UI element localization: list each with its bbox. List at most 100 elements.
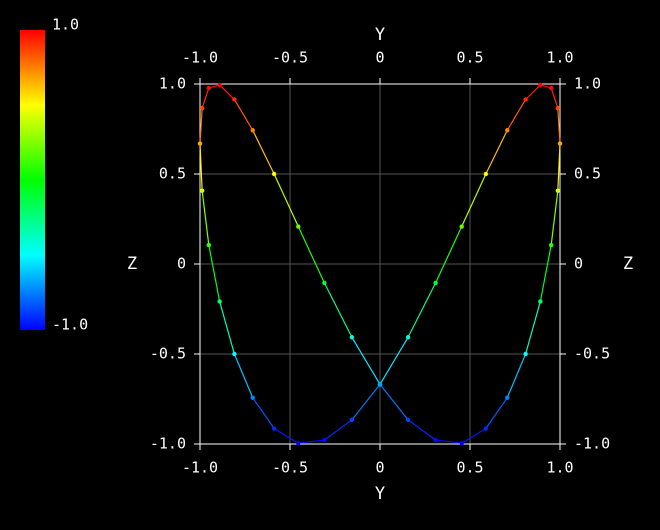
data-point: [232, 97, 237, 102]
data-point: [523, 351, 528, 357]
data-point: [548, 85, 554, 91]
x-axis-label-top: Y: [375, 25, 385, 45]
data-point: [250, 395, 255, 400]
y-tick-label-right: -1.0: [574, 435, 610, 453]
curve-segment: [435, 439, 462, 444]
curve-segment: [273, 428, 299, 444]
curve-segment: [407, 419, 436, 441]
curve-segment: [461, 428, 487, 444]
data-point: [433, 280, 438, 286]
data-point: [557, 141, 563, 146]
curve-segment: [219, 84, 235, 100]
curve-segment: [485, 397, 508, 429]
y-tick-label-right: -0.5: [574, 345, 610, 363]
data-point: [271, 171, 277, 177]
x-tick-label-top: -0.5: [272, 49, 308, 67]
curve-segment: [379, 384, 409, 421]
data-point: [405, 417, 411, 423]
curve-segment: [525, 301, 541, 355]
data-point: [217, 82, 222, 88]
y-tick-label-left: 0: [177, 255, 186, 273]
curve-segment: [351, 336, 381, 385]
plot-frame: [199, 83, 561, 445]
x-tick-label-bottom: 0: [375, 459, 384, 477]
curve-segment: [324, 419, 353, 441]
x-tick-label-top: -1.0: [182, 49, 218, 67]
data-point: [405, 335, 411, 340]
data-point: [548, 242, 554, 248]
y-tick-label-left: 0.5: [159, 165, 186, 183]
y-tick-label-right: 0.5: [574, 165, 601, 183]
data-point: [199, 105, 205, 111]
curve-segment: [506, 99, 527, 131]
data-point: [483, 426, 489, 431]
x-tick-label-bottom: 1.0: [546, 459, 573, 477]
curve-segment: [323, 282, 353, 338]
data-point: [523, 97, 528, 102]
data-point: [483, 171, 489, 177]
curve-segment: [485, 129, 508, 175]
data-point: [232, 351, 237, 357]
y-axis-label-right: Z: [623, 254, 633, 274]
colorbar: [20, 30, 45, 330]
curve-segment: [435, 226, 463, 284]
curve-segment: [539, 244, 552, 302]
curve-segment: [208, 244, 221, 302]
curve-segment: [233, 99, 254, 131]
data-point: [199, 188, 205, 193]
y-tick-label-left: -1.0: [150, 435, 186, 453]
data-point: [217, 299, 222, 304]
curve-segment: [351, 384, 381, 421]
x-tick-label-bottom: 0.5: [456, 459, 483, 477]
curve-segment: [219, 301, 235, 355]
data-point: [296, 224, 301, 229]
data-point: [349, 417, 355, 423]
x-tick-label-top: 1.0: [546, 49, 573, 67]
y-tick-label-left: -0.5: [150, 345, 186, 363]
data-point: [296, 440, 301, 446]
y-axis-label-left: Z: [127, 254, 137, 274]
data-point: [322, 280, 327, 286]
data-point: [206, 85, 212, 91]
data-point: [538, 299, 543, 304]
data-point: [459, 440, 464, 446]
curve-segment: [525, 84, 541, 100]
curve-segment: [557, 143, 561, 191]
curve-segment: [297, 226, 325, 284]
curve-segment: [252, 397, 275, 429]
y-tick-label-left: 1.0: [159, 75, 186, 93]
curve-segment: [252, 129, 275, 175]
curve-segment: [273, 173, 299, 227]
curve-segment: [461, 173, 487, 227]
data-point: [505, 395, 510, 400]
data-point: [197, 141, 203, 146]
curve-segment: [550, 190, 559, 246]
curve-segment: [201, 190, 210, 246]
curve-segment: [233, 353, 254, 398]
data-point: [206, 242, 212, 248]
curve-segment: [199, 108, 203, 144]
x-tick-label-bottom: -0.5: [272, 459, 308, 477]
data-point: [322, 437, 327, 443]
data-point: [433, 437, 438, 443]
data-point: [250, 128, 255, 133]
x-tick-label-bottom: -1.0: [182, 459, 218, 477]
curve-segment: [407, 282, 437, 338]
data-point: [271, 426, 277, 431]
data-point: [349, 335, 355, 340]
curve-segment: [199, 143, 203, 191]
curve-segment: [550, 87, 559, 109]
data-point: [505, 128, 510, 133]
colorbar-tick-label: 1.0: [52, 16, 79, 34]
curve-segment: [201, 87, 210, 109]
x-tick-label-top: 0: [375, 49, 384, 67]
y-tick-label-right: 0: [574, 255, 583, 273]
x-tick-label-top: 0.5: [456, 49, 483, 67]
curve-segment: [298, 439, 325, 444]
data-point: [555, 105, 561, 111]
colorbar-tick-label: -1.0: [52, 316, 88, 334]
data-point: [459, 224, 464, 229]
curve-segment: [557, 108, 561, 144]
